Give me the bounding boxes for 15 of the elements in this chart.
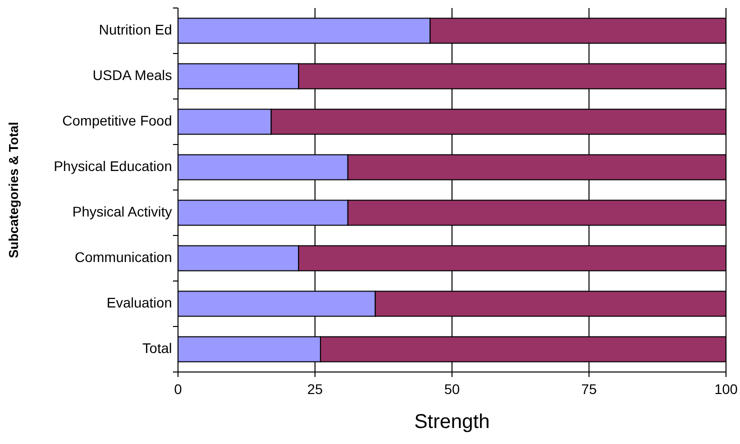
y-tick-label: USDA Meals — [92, 66, 172, 83]
y-tick-label: Evaluation — [106, 294, 172, 310]
y-tick-label: Communication — [74, 248, 172, 265]
y-axis-title: Subcategories & Total — [6, 122, 21, 258]
x-tick-label: 50 — [444, 381, 460, 397]
y-tick-label: Competitive Food — [62, 112, 172, 128]
x-tick-label: 75 — [581, 381, 597, 397]
y-tick-label: Nutrition Ed — [98, 21, 172, 38]
x-tick-label: 100 — [714, 381, 738, 397]
y-tick-label: Physical Education — [54, 158, 172, 174]
y-tick-label: Total — [142, 340, 172, 356]
y-tick-label: Physical Activity — [72, 203, 172, 220]
x-tick-label: 0 — [174, 381, 182, 397]
x-axis-title: Strength — [414, 411, 490, 433]
x-tick-label: 25 — [307, 381, 323, 397]
